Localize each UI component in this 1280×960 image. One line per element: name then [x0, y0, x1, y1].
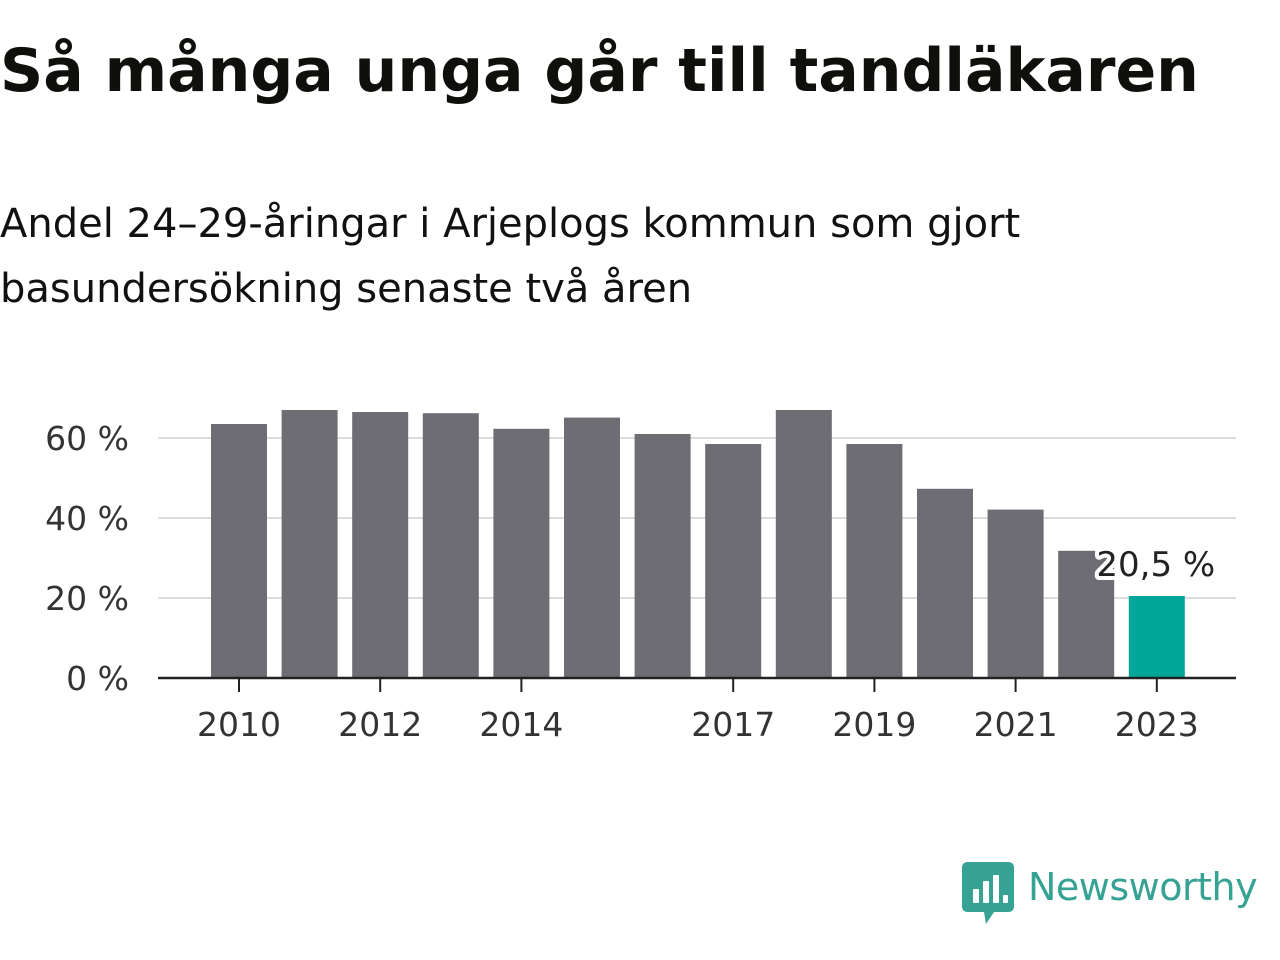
- bar: [917, 488, 973, 678]
- x-tick-label: 2017: [691, 705, 775, 744]
- y-tick-label: 20 %: [45, 579, 129, 618]
- brand-name: Newsworthy: [1028, 865, 1258, 909]
- chart-subtitle: Andel 24–29-åringar i Arjeplogs kommun s…: [0, 201, 1021, 312]
- bar-highlight: [1128, 596, 1185, 678]
- y-tick-labels: 0 % 20 % 40 % 60 %: [45, 419, 129, 698]
- y-tick-label: 0 %: [66, 659, 129, 698]
- x-tick-labels: 2010 2012 2014 2017 2019 2021 2023: [197, 705, 1199, 744]
- bar: [352, 412, 409, 678]
- bar: [493, 428, 550, 678]
- x-tick-label: 2019: [832, 705, 916, 744]
- bar: [564, 417, 620, 678]
- gridlines: [158, 437, 1236, 599]
- x-tick-label: 2023: [1115, 705, 1199, 744]
- x-tick-label: 2010: [197, 705, 281, 744]
- x-tick-label: 2014: [479, 705, 563, 744]
- chart-title: Så många unga går till tandläkaren: [0, 36, 1199, 106]
- newsworthy-logo-icon: [962, 862, 1014, 924]
- bar: [987, 509, 1044, 678]
- bar: [846, 444, 903, 678]
- bar: [634, 434, 691, 678]
- brand: Newsworthy: [962, 862, 1258, 926]
- bars: [211, 410, 1185, 678]
- bar: [775, 410, 832, 678]
- y-tick-label: 40 %: [45, 499, 129, 538]
- x-ticks: [238, 678, 1158, 692]
- bar: [211, 424, 267, 678]
- bar: [422, 413, 479, 678]
- y-tick-label: 60 %: [45, 419, 129, 458]
- bar: [281, 410, 338, 678]
- bar: [705, 444, 762, 678]
- bar: [1058, 550, 1115, 678]
- x-tick-label: 2021: [974, 705, 1058, 744]
- highlight-value-label: 20,5 %: [1096, 545, 1215, 585]
- highlight-annotation: 20,5 %: [1092, 541, 1219, 589]
- x-tick-label: 2012: [338, 705, 422, 744]
